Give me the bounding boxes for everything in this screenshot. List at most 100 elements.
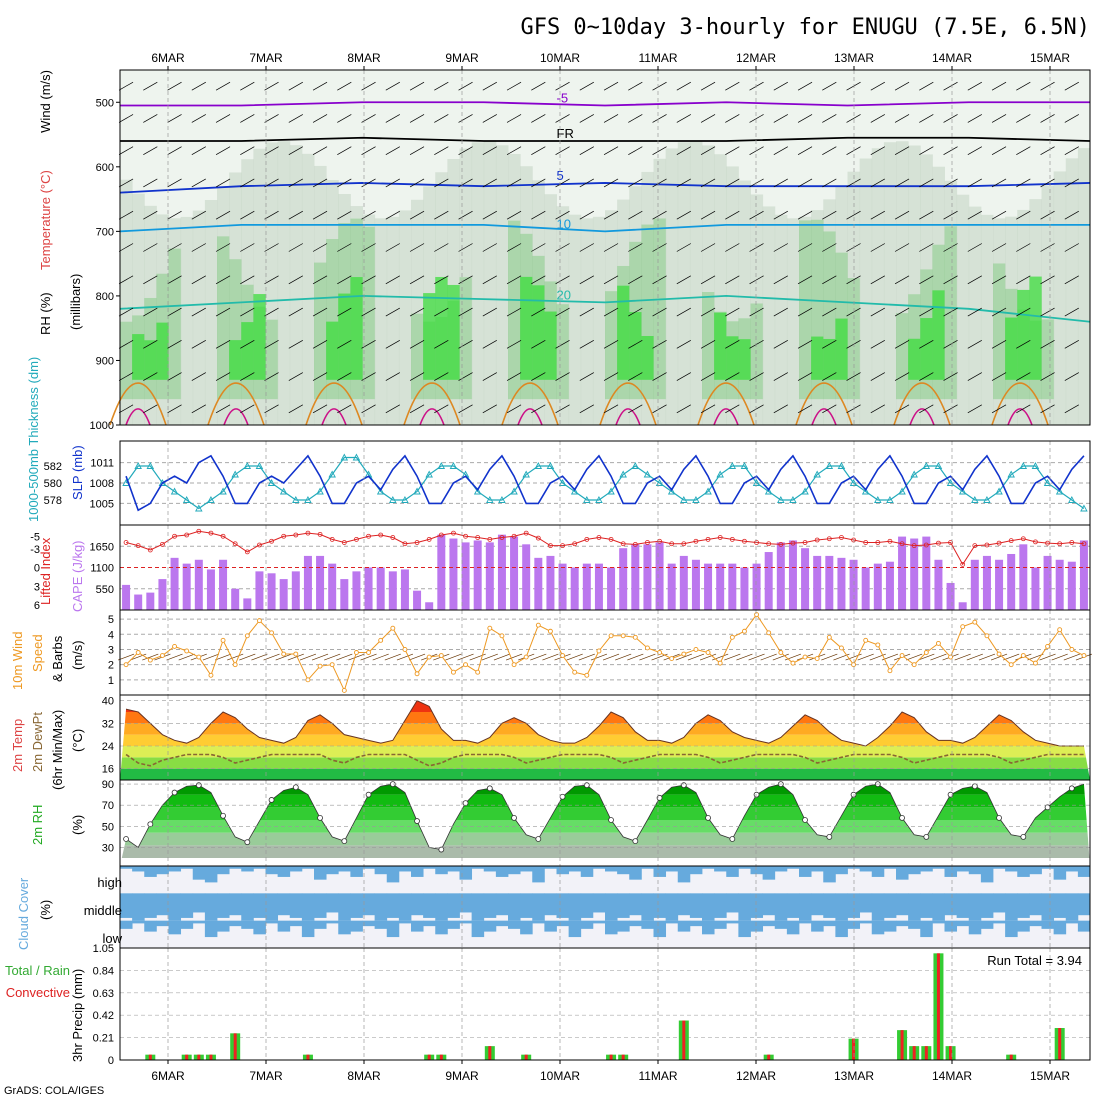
- wind-barb: [215, 340, 231, 349]
- rh-point: [826, 833, 833, 840]
- wind-barb: [870, 372, 885, 381]
- wind-barb: [506, 275, 522, 285]
- wind-barb: [337, 307, 352, 317]
- wind-barb: [675, 653, 692, 661]
- precip-conv-bar: [185, 1054, 189, 1060]
- wind-barb: [457, 653, 474, 661]
- y-tick-label: 1000: [90, 420, 114, 432]
- cloud-cell: [786, 920, 800, 935]
- cloud-cell: [204, 920, 218, 938]
- wind-barb: [118, 404, 134, 414]
- date-label: 11MAR: [638, 51, 677, 65]
- wind-barb: [870, 404, 885, 414]
- rh-band: [956, 194, 970, 425]
- cloud-cell: [896, 866, 909, 880]
- wind-barb: [337, 372, 352, 381]
- wind-barb: [409, 146, 425, 155]
- wind-barb: [749, 146, 764, 155]
- rh-band: [883, 142, 897, 425]
- wind-barb: [143, 178, 158, 188]
- date-label: 14MAR: [932, 51, 972, 65]
- precip-conv-bar: [949, 1046, 953, 1060]
- cape-bar: [400, 569, 409, 610]
- wind-barb: [725, 146, 740, 155]
- cloud-cell: [702, 893, 715, 921]
- wind-speed-point: [996, 651, 1002, 657]
- wind-speed-point: [487, 625, 493, 631]
- wind-barb: [385, 307, 400, 317]
- rh-point: [268, 797, 275, 803]
- wind-barb: [240, 307, 255, 317]
- wind-barb: [118, 114, 134, 123]
- thickness-point: [752, 479, 761, 486]
- wind-barb: [506, 307, 522, 317]
- cloud-cell: [1053, 866, 1067, 880]
- wind-speed-point: [572, 669, 578, 675]
- wind-barb: [434, 243, 449, 252]
- li-tick-label: -3: [30, 544, 40, 556]
- cape-bar: [255, 571, 264, 610]
- temp-arch: [599, 382, 657, 426]
- date-label: 13MAR: [834, 51, 874, 65]
- wind-barb: [530, 653, 547, 661]
- rh-band: [835, 318, 848, 380]
- rh-point: [802, 817, 808, 823]
- rh-band: [168, 248, 182, 400]
- lifted-index-point: [972, 543, 978, 549]
- cloud-cell: [156, 866, 169, 875]
- cloud-cell: [229, 893, 242, 916]
- rh-tick-label: 30: [102, 842, 114, 854]
- wind-barb: [603, 404, 619, 414]
- wind-barb: [361, 81, 376, 91]
- wind-barb: [215, 114, 231, 123]
- cape-bar: [485, 542, 494, 610]
- wind-barb: [1016, 178, 1031, 188]
- wind-barb: [240, 178, 255, 188]
- precip-conv-bar: [912, 1046, 916, 1060]
- wind-barb: [167, 178, 182, 188]
- wind-barb: [676, 146, 691, 155]
- thickness-point: [971, 496, 979, 503]
- rh-point: [341, 838, 348, 845]
- cloud-cell: [423, 920, 436, 927]
- cloud-cell: [629, 920, 642, 927]
- rh-band: [738, 339, 751, 380]
- wind-barb: [822, 404, 837, 414]
- wind-barb: [434, 81, 449, 91]
- lifted-index-point: [378, 532, 384, 538]
- cloud-cell: [544, 893, 557, 916]
- wind-barb: [434, 275, 449, 285]
- rh-band: [908, 338, 921, 380]
- wind-barb: [628, 81, 643, 91]
- wind-barb: [312, 307, 328, 317]
- wind-barb: [385, 81, 400, 91]
- wind-barb: [991, 275, 1007, 285]
- cloud-cell: [301, 866, 315, 869]
- wind-speed-point: [341, 687, 347, 693]
- label-rh: RH (%): [38, 292, 53, 335]
- cloud-cell: [859, 920, 873, 924]
- temp-arch: [811, 408, 837, 426]
- wind-barb: [773, 404, 788, 414]
- wind-speed-point: [390, 625, 396, 631]
- slp-line: [125, 454, 1085, 512]
- wind-barb: [555, 243, 570, 252]
- wind-barb: [531, 275, 546, 285]
- cloud-cell: [253, 893, 266, 918]
- cloud-cell: [932, 866, 945, 869]
- wind-barb: [531, 210, 546, 220]
- rh-point: [438, 846, 445, 853]
- rh-point: [850, 791, 857, 798]
- wind-barb: [943, 275, 958, 285]
- wind-speed-point: [972, 619, 978, 625]
- rh-band: [483, 141, 497, 425]
- wind-barb: [919, 81, 934, 91]
- wind-speed-point: [196, 654, 202, 660]
- thickness-point: [376, 487, 385, 495]
- wind-barb: [1040, 146, 1055, 155]
- thickness-point: [292, 496, 300, 503]
- wind-barb: [167, 146, 182, 155]
- cape-bar: [352, 571, 361, 610]
- wind-tick-label: 5: [108, 614, 114, 626]
- wind-speed-point: [463, 662, 469, 668]
